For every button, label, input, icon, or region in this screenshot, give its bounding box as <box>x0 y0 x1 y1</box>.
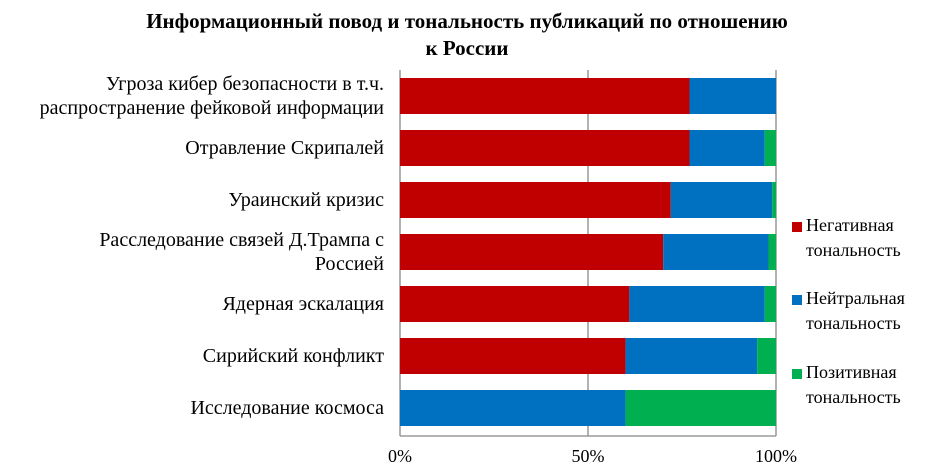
bar-segment-1-1 <box>689 130 765 166</box>
title-line-2: к России <box>425 36 509 60</box>
category-label-line: Расследование связей Д.Трампа с <box>99 229 384 251</box>
category-label-line: распространение фейковой информации <box>39 97 384 119</box>
legend-label: Нейтральная <box>806 288 905 308</box>
category-label: Угроза кибер безопасности в т.ч. распрост… <box>40 72 384 120</box>
bar-segment-1-0 <box>689 78 776 114</box>
bar-segment-2-3 <box>768 234 776 270</box>
category-label-line: Ураинский кризис <box>228 189 384 211</box>
bar-segment-2-2 <box>772 182 776 218</box>
category-label: Ураинский кризис <box>228 188 384 212</box>
category-label: Сирийский конфликт <box>203 344 384 368</box>
category-label-line: Россией <box>314 253 384 275</box>
legend-label: тональность <box>806 387 901 407</box>
bar-segment-0-3 <box>400 234 664 270</box>
category-label-line: Отравление Скрипалей <box>185 137 384 159</box>
legend-label: Позитивная <box>806 362 897 382</box>
legend-label: тональность <box>806 313 901 333</box>
bar-segment-2-1 <box>764 130 776 166</box>
category-label: Исследование космоса <box>190 396 384 420</box>
category-label-line: Сирийский конфликт <box>202 345 384 367</box>
bar-segment-1-3 <box>663 234 769 270</box>
category-label-line: Исследование космоса <box>190 397 384 419</box>
bar-segment-0-4 <box>400 286 630 322</box>
bar-segment-0-5 <box>400 338 626 374</box>
category-label-line: Угроза кибер безопасности в т.ч. <box>105 73 384 95</box>
bar-segment-1-6 <box>400 390 626 426</box>
legend-label: тональность <box>806 240 901 260</box>
title-line-1: Информационный повод и тональность публи… <box>146 9 788 33</box>
bar-segment-0-2 <box>400 182 671 218</box>
chart-title: Информационный повод и тональность публи… <box>0 8 944 62</box>
bar-segment-1-2 <box>670 182 773 218</box>
legend-swatch <box>792 295 802 305</box>
category-label: Отравление Скрипалей <box>185 136 384 160</box>
bar-segment-2-5 <box>757 338 776 374</box>
bar-segment-1-5 <box>625 338 758 374</box>
bar-segment-2-6 <box>625 390 776 426</box>
category-label-line: Ядерная эскалация <box>222 293 384 315</box>
bar-segment-1-4 <box>629 286 765 322</box>
x-tick-label: 50% <box>571 446 605 466</box>
bar-segment-0-1 <box>400 130 690 166</box>
legend-swatch <box>792 222 802 232</box>
legend-label: Негативная <box>806 215 894 235</box>
bar-segment-0-0 <box>400 78 690 114</box>
category-label: Ядерная эскалация <box>222 292 384 316</box>
legend-swatch <box>792 369 802 379</box>
bar-segment-2-4 <box>764 286 776 322</box>
category-label: Расследование связей Д.Трампа с Россией <box>99 228 384 276</box>
x-tick-label: 100% <box>755 446 797 466</box>
x-tick-label: 0% <box>388 446 412 466</box>
